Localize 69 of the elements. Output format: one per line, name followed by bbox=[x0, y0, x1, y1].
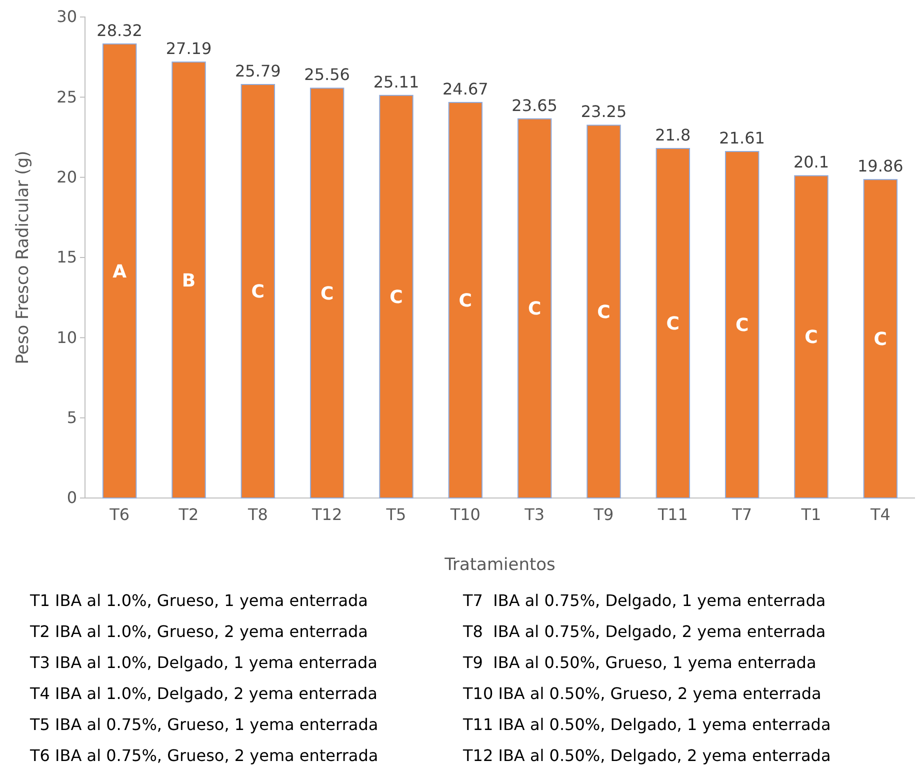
data-label: 25.56 bbox=[304, 65, 350, 84]
annotation: C bbox=[666, 314, 680, 335]
x-axis-title: Tratamientos bbox=[444, 555, 556, 575]
annotation: C bbox=[251, 282, 265, 303]
data-label: 27.19 bbox=[166, 39, 212, 58]
y-tick-label: 0 bbox=[66, 488, 77, 508]
data-label: 25.11 bbox=[373, 72, 420, 92]
x-tick-label: T2 bbox=[178, 505, 199, 524]
data-label: 19.86 bbox=[858, 156, 904, 176]
x-tick-label: T11 bbox=[656, 505, 688, 524]
bar bbox=[517, 118, 552, 498]
data-label: 25.79 bbox=[235, 62, 281, 80]
data-label: 21.61 bbox=[719, 128, 765, 148]
data-label: 20.1 bbox=[793, 152, 830, 172]
x-tick-label: T8 bbox=[246, 505, 268, 524]
x-tick-label: T4 bbox=[869, 505, 890, 524]
text: T1 IBA al 1.0%, Grueso, 1 yema enterrada bbox=[29, 591, 368, 610]
bar bbox=[102, 43, 137, 498]
y-axis-title: Peso Fresco Radicular (g) bbox=[13, 150, 33, 364]
y-tick-label: 20 bbox=[56, 167, 77, 186]
x-tick-label: T7 bbox=[731, 505, 752, 524]
bar bbox=[656, 148, 690, 498]
y-tick-label: 5 bbox=[66, 408, 77, 427]
text: T5 IBA al 0.75%, Grueso, 1 yema enterrada bbox=[29, 715, 378, 734]
annotation: C bbox=[390, 287, 403, 308]
data-label: 21.8 bbox=[655, 125, 691, 144]
data-label: 23.25 bbox=[580, 102, 627, 122]
annotation: A bbox=[112, 261, 127, 282]
x-tick-label: T9 bbox=[592, 505, 614, 524]
bar bbox=[794, 175, 828, 498]
data-label: 23.65 bbox=[512, 96, 558, 115]
annotation: C bbox=[735, 315, 749, 336]
bar bbox=[172, 62, 206, 498]
annotation: C bbox=[528, 298, 542, 320]
text: T4 IBA al 1.0%, Delgado, 2 yema enterrada bbox=[29, 684, 378, 703]
annotation: C bbox=[874, 329, 888, 350]
x-tick-label: T3 bbox=[524, 505, 545, 524]
data-label: 28.32 bbox=[96, 20, 142, 40]
bar bbox=[863, 179, 898, 498]
bar bbox=[586, 124, 621, 498]
bar bbox=[310, 88, 344, 498]
data-label: 24.67 bbox=[442, 79, 488, 98]
text: T12 IBA al 0.50%, Delgado, 2 yema enterrada bbox=[462, 746, 831, 765]
x-tick-label: T10 bbox=[449, 505, 480, 524]
annotation: B bbox=[182, 270, 196, 292]
text: T7 IBA al 0.75%, Delgado, 1 yema enterrada bbox=[462, 591, 826, 610]
x-tick-label: T12 bbox=[311, 505, 342, 524]
y-tick-label: 15 bbox=[56, 248, 77, 267]
text: T2 IBA al 1.0%, Grueso, 2 yema enterrada bbox=[29, 622, 368, 641]
y-tick-label: 25 bbox=[56, 87, 77, 106]
text: T8 IBA al 0.75%, Delgado, 2 yema enterrada bbox=[462, 622, 826, 641]
text: T6 IBA al 0.75%, Grueso, 2 yema enterrada bbox=[29, 746, 378, 765]
y-tick-label: 30 bbox=[56, 7, 77, 26]
bar bbox=[448, 102, 483, 498]
x-tick-label: T6 bbox=[108, 505, 130, 524]
text: T10 IBA al 0.50%, Grueso, 2 yema enterrada bbox=[462, 684, 822, 703]
text: T3 IBA al 1.0%, Delgado, 1 yema enterrada bbox=[29, 653, 378, 672]
x-tick-label: T1 bbox=[800, 505, 822, 524]
annotation: C bbox=[804, 327, 818, 348]
bar bbox=[379, 94, 414, 498]
y-tick-label: 10 bbox=[56, 328, 77, 347]
annotation: C bbox=[597, 302, 610, 323]
bar bbox=[724, 151, 760, 498]
annotation: C bbox=[458, 290, 472, 312]
text: T9 IBA al 0.50%, Grueso, 1 yema enterrada bbox=[462, 653, 816, 672]
x-tick-label: T5 bbox=[385, 505, 406, 524]
bar bbox=[240, 84, 276, 498]
text: T11 IBA al 0.50%, Delgado, 1 yema enterrada bbox=[462, 715, 831, 734]
annotation: C bbox=[320, 283, 334, 304]
